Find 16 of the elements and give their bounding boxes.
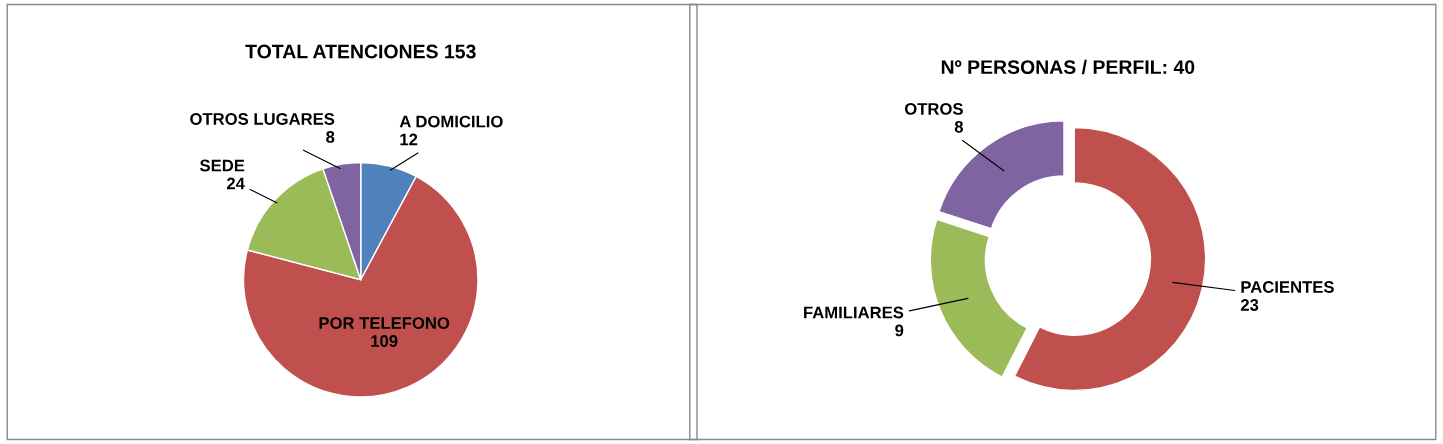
data-label: 109 (371, 335, 398, 347)
chart-title: TOTAL ATENCIONES 153 (245, 44, 476, 59)
data-label: 8 (954, 120, 964, 133)
data-label: 9 (895, 324, 904, 337)
chart-title: Nº PERSONAS / PERFIL: 40 (941, 59, 1195, 75)
slice-label: OTROS LUGARES (190, 113, 335, 125)
data-label: 23 (1240, 299, 1259, 311)
data-label: 8 (326, 131, 335, 143)
slice-label: OTROS (904, 102, 963, 115)
slice-label: A DOMICILIO (399, 115, 503, 128)
data-label: 24 (226, 177, 245, 190)
slice-label: POR TELEFONO (319, 317, 450, 329)
slice-label: SEDE (200, 159, 245, 172)
data-label: 12 (400, 133, 418, 146)
slice-label: PACIENTES (1241, 281, 1334, 293)
slice-label: FAMILIARES (804, 306, 904, 319)
